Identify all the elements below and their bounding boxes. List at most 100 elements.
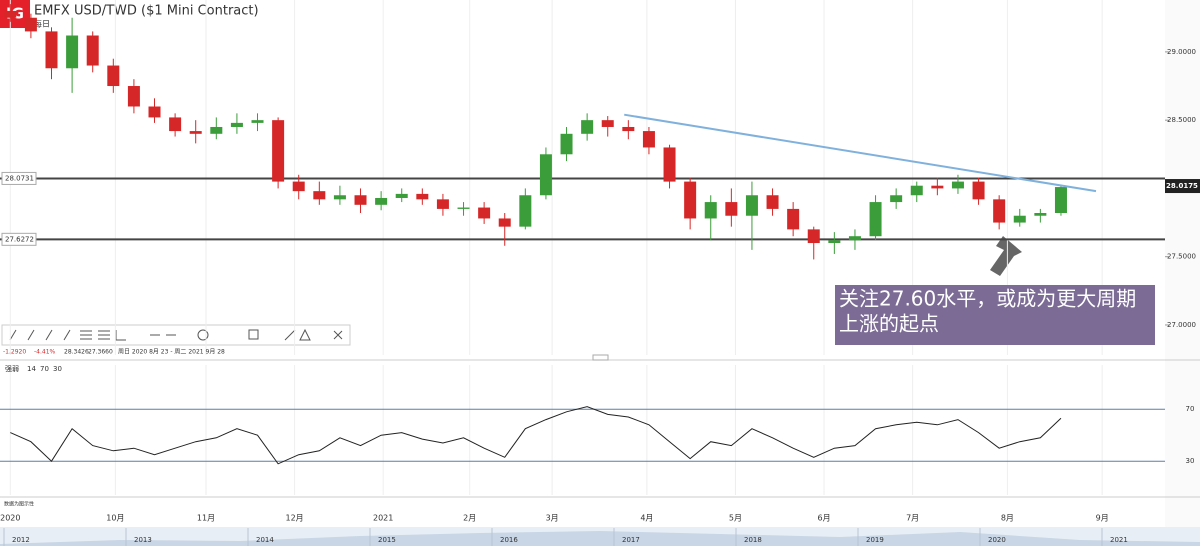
title: EMFX USD/TWD ($1 Mini Contract) [34, 4, 259, 19]
toolbar-icons[interactable] [9, 329, 296, 341]
candle [539, 154, 552, 196]
annotation-box [835, 285, 1155, 345]
candle [189, 131, 202, 134]
toolbar-icon[interactable] [299, 328, 343, 341]
candle [931, 185, 944, 189]
candle [766, 195, 779, 209]
candle [127, 86, 140, 107]
interval: 每日 [34, 19, 50, 29]
price-axis-bg [1165, 0, 1200, 546]
candle [498, 218, 511, 227]
candle [869, 202, 882, 237]
status-item: 28.3426 [64, 349, 89, 356]
toolbar-icon[interactable] [197, 329, 209, 341]
indicator-title: 强弱 [5, 365, 19, 373]
navigator-label: 2016 [500, 536, 518, 544]
x-tick-label: 12月 [286, 514, 304, 523]
candle [210, 126, 223, 134]
candle [416, 193, 429, 200]
candle [292, 181, 305, 192]
candle [354, 195, 367, 205]
x-tick-label: 8月 [1001, 514, 1014, 523]
candle [86, 35, 99, 66]
candle [313, 191, 326, 200]
x-tick-label: 4月 [640, 514, 653, 523]
candle [704, 202, 717, 219]
candle [66, 35, 79, 69]
level-tag [1, 232, 37, 246]
annotation: 关注27.60水平，或成为更大周期 [839, 287, 1136, 311]
last-price: 28.0175 [1166, 182, 1198, 190]
candle [436, 199, 449, 209]
candle [684, 181, 697, 219]
navigator-label: 2019 [866, 536, 884, 544]
status-item: 周日 2020 8月 23 - 周二 2021 9月 28 [118, 349, 225, 356]
navigator-label: 2015 [378, 536, 396, 544]
candle [24, 17, 37, 32]
x-tick-label: 9月 [1096, 514, 1109, 523]
candle [663, 147, 676, 182]
y-tick-label: 70 [1186, 405, 1195, 413]
navigator-label: 2021 [1110, 536, 1128, 544]
candle [230, 122, 243, 127]
candle [272, 120, 285, 182]
candle [395, 193, 408, 198]
rsi-line [10, 406, 1062, 465]
indicator-param: 30 [53, 365, 62, 373]
x-tick-label: 11月 [197, 514, 215, 523]
y-tick-label: 29.0000 [1167, 48, 1196, 56]
x-tick-label: 5月 [729, 514, 742, 523]
candle [169, 117, 182, 132]
y-tick-label: 30 [1186, 457, 1195, 465]
candle [478, 207, 491, 219]
x-tick-label: 6月 [818, 514, 831, 523]
candle [601, 120, 614, 127]
x-tick-label: 2020 [0, 514, 20, 523]
trendline [624, 113, 1097, 193]
status-item: -1.2920 [3, 349, 26, 356]
x-tick-label: 3月 [546, 514, 559, 523]
candle [375, 197, 388, 205]
x-tick-label: 2021 [373, 514, 393, 523]
candle [828, 240, 841, 244]
splitter[interactable] [592, 354, 609, 361]
level-label: 28.0731 [5, 174, 34, 182]
navigator-label: 2020 [988, 536, 1006, 544]
candle [581, 120, 594, 134]
navigator-label: 2018 [744, 536, 762, 544]
candle [890, 195, 903, 203]
y-tick-label: 28.5000 [1167, 116, 1196, 124]
candle [910, 185, 923, 196]
x-tick-label: 7月 [906, 514, 919, 523]
candle [725, 202, 738, 216]
x-tick-label: 10月 [106, 514, 124, 523]
candle [993, 199, 1006, 223]
toolbar [1, 324, 351, 346]
candle [560, 133, 573, 155]
level-label: 27.6272 [5, 235, 34, 243]
navigator-area [0, 531, 1200, 546]
candle [972, 181, 985, 200]
status-item: -4.41% [34, 349, 56, 356]
candle [1013, 215, 1026, 223]
toolbar-icon[interactable] [248, 329, 259, 340]
y-tick-label: 27.0000 [1167, 321, 1196, 329]
navigator-label: 2017 [622, 536, 640, 544]
candle [148, 106, 161, 118]
arrow [990, 236, 1022, 276]
candle [519, 195, 532, 227]
candle [622, 126, 635, 132]
candle [1034, 213, 1047, 216]
candle [107, 65, 120, 87]
navigator-label: 2013 [134, 536, 152, 544]
candle [951, 181, 964, 189]
indicator-param: 70 [40, 365, 49, 373]
navigator-label: 2014 [256, 536, 274, 544]
level-tag [1, 171, 37, 185]
candle [807, 229, 820, 244]
last-price-tag [1165, 179, 1200, 194]
y-tick-label: 27.5000 [1167, 253, 1196, 261]
candle [4, 10, 17, 18]
